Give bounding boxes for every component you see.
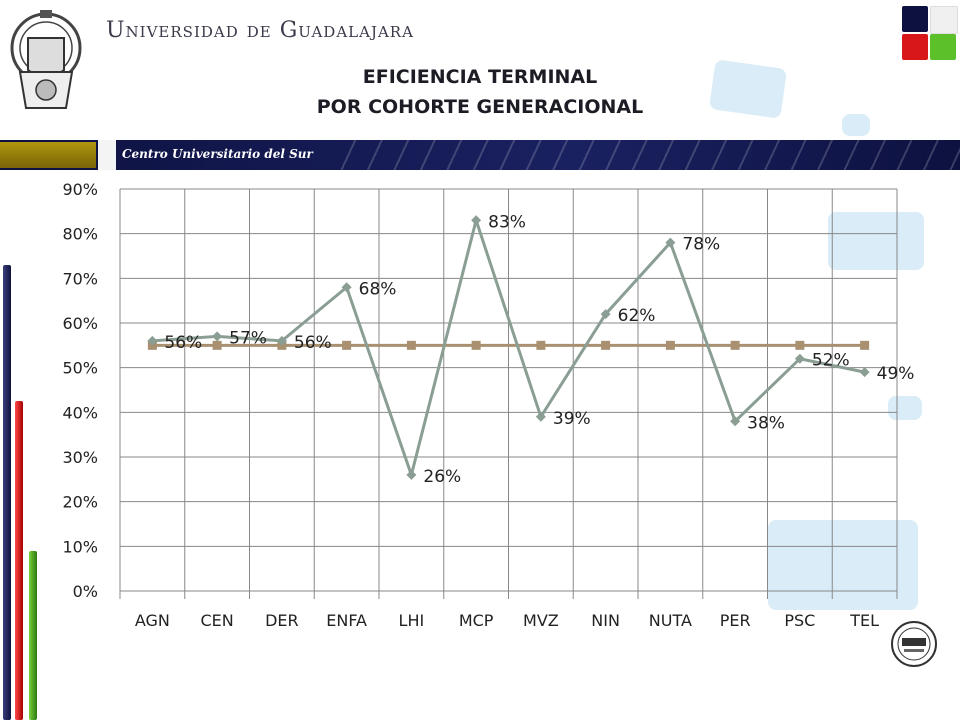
efficiency-marker xyxy=(665,237,676,248)
university-name: Universidad de Guadalajara xyxy=(106,18,414,43)
efficiency-marker xyxy=(341,282,352,293)
title-line-2: POR COHORTE GENERACIONAL xyxy=(316,96,644,118)
decorative-blob xyxy=(768,520,918,610)
navy-square xyxy=(902,6,928,32)
y-tick-label: 90% xyxy=(62,180,98,199)
data-label: 57% xyxy=(229,328,267,348)
chart-grid xyxy=(119,188,898,599)
data-label: 49% xyxy=(877,364,915,384)
efficiency-marker xyxy=(600,309,611,320)
slide-title: EFICIENCIA TERMINAL POR COHORTE GENERACI… xyxy=(270,62,690,122)
x-tick-label: MVZ xyxy=(523,611,559,630)
data-label: 52% xyxy=(812,351,850,371)
decorative-blob xyxy=(828,212,924,270)
efficiency-marker xyxy=(535,411,546,422)
y-tick-label: 80% xyxy=(62,225,98,244)
efficiency-marker xyxy=(794,353,805,364)
y-tick-label: 70% xyxy=(62,269,98,288)
green-square xyxy=(930,34,956,60)
reference-marker xyxy=(860,340,870,350)
data-label: 26% xyxy=(423,467,461,487)
green-accent-bar xyxy=(29,551,37,720)
x-tick-label: ENFA xyxy=(326,611,367,630)
reference-marker xyxy=(601,340,611,350)
data-label: 39% xyxy=(553,409,591,429)
efficiency-marker xyxy=(730,416,741,427)
y-tick-label: 50% xyxy=(62,359,98,378)
y-tick-label: 20% xyxy=(62,493,98,512)
banner-white-block xyxy=(98,140,116,170)
x-axis-ticks: AGN CEN DER ENFA LHI MCP MVZ NIN NUTA PER PSC TEL xyxy=(135,611,879,630)
decorative-blob xyxy=(708,59,788,119)
decorative-squares xyxy=(900,4,960,64)
efficiency-marker xyxy=(276,335,287,346)
campus-name: Centro Universitario del Sur xyxy=(122,147,313,161)
x-tick-label: CEN xyxy=(201,611,234,630)
header-banner xyxy=(0,140,960,170)
efficiency-marker xyxy=(212,331,223,342)
navy-accent-bar xyxy=(3,265,11,720)
decorative-blob xyxy=(842,114,870,136)
x-tick-label: PSC xyxy=(784,611,815,630)
reference-marker xyxy=(795,340,805,350)
white-square xyxy=(930,6,958,34)
x-tick-label: TEL xyxy=(849,611,879,630)
title-line-1: EFICIENCIA TERMINAL xyxy=(362,66,598,88)
x-tick-label: AGN xyxy=(135,611,170,630)
x-tick-label: PER xyxy=(720,611,751,630)
data-label: 56% xyxy=(164,333,202,353)
data-label: 56% xyxy=(294,333,332,353)
reference-marker xyxy=(342,340,352,350)
efficiency-marker xyxy=(406,469,417,480)
data-labels: 56% 57% 56% 68% 26% 83% 39% 62% 78% 38% 52% 49% xyxy=(164,212,914,487)
banner-gold-block xyxy=(0,142,96,168)
x-tick-label: LHI xyxy=(399,611,425,630)
reference-marker xyxy=(730,340,740,350)
red-accent-bar xyxy=(15,401,23,720)
data-label: 38% xyxy=(747,413,785,433)
efficiency-marker xyxy=(471,215,482,226)
data-label: 78% xyxy=(682,235,720,255)
iso-certification-seal xyxy=(890,620,938,668)
reference-marker xyxy=(406,340,416,350)
x-tick-label: DER xyxy=(265,611,299,630)
decorative-blob xyxy=(888,396,922,420)
efficiency-marker xyxy=(147,335,158,346)
banner-pattern xyxy=(330,140,960,170)
data-label: 62% xyxy=(618,306,656,326)
y-tick-label: 30% xyxy=(62,448,98,467)
red-square xyxy=(902,34,928,60)
x-tick-label: NIN xyxy=(591,611,620,630)
y-tick-label: 60% xyxy=(62,314,98,333)
y-tick-label: 40% xyxy=(62,403,98,422)
reference-marker xyxy=(536,340,546,350)
x-tick-label: NUTA xyxy=(649,611,692,630)
data-label: 83% xyxy=(488,212,526,232)
y-tick-label: 0% xyxy=(73,582,98,601)
reference-marker xyxy=(212,340,222,350)
x-tick-label: MCP xyxy=(459,611,494,630)
chart-series xyxy=(147,214,870,481)
reference-marker xyxy=(665,340,675,350)
line-chart: 0% 10% 20% 30% 40% 50% 60% 70% 80% 90% AGN CEN DER E… xyxy=(62,180,914,630)
reference-marker xyxy=(471,340,481,350)
y-tick-label: 10% xyxy=(62,537,98,556)
university-logo xyxy=(6,8,86,120)
efficiency-marker xyxy=(859,367,870,378)
efficiency-line xyxy=(152,214,865,481)
data-label: 68% xyxy=(359,279,397,299)
y-axis-ticks: 0% 10% 20% 30% 40% 50% 60% 70% 80% 90% xyxy=(62,180,98,601)
